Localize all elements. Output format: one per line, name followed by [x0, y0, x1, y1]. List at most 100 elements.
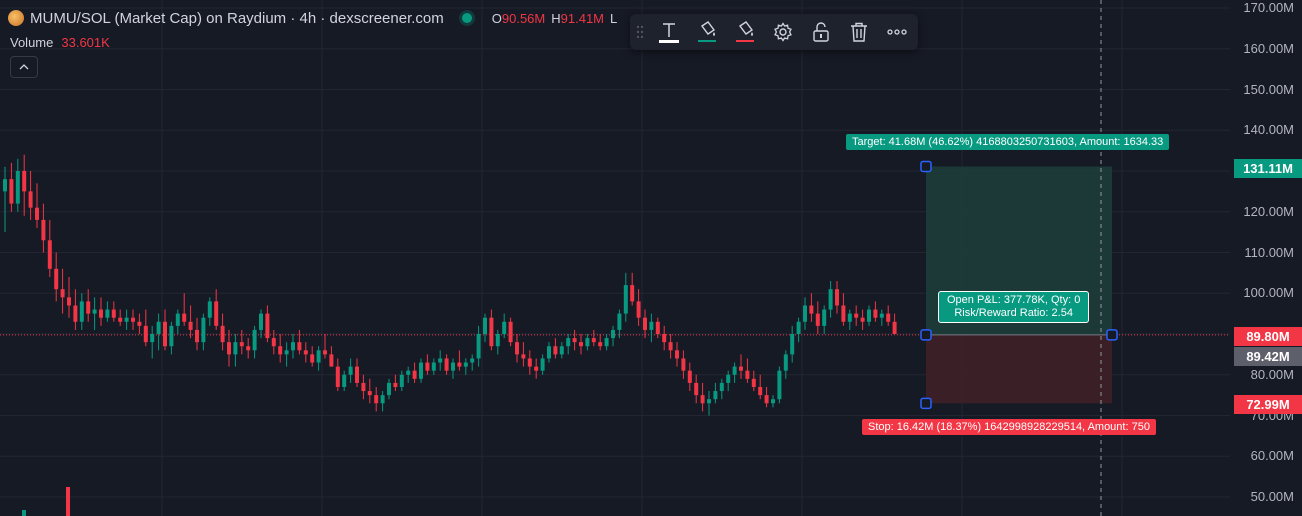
candle: [777, 366, 782, 404]
candle: [892, 313, 897, 334]
candle-body: [822, 309, 827, 326]
fill-bucket-red-icon[interactable]: [726, 14, 764, 50]
candle-body: [265, 313, 270, 339]
candle: [92, 297, 97, 330]
candle-body: [28, 191, 33, 208]
candle: [124, 309, 129, 330]
candle: [521, 342, 526, 367]
candle-body: [431, 362, 436, 371]
candle-body: [585, 338, 590, 347]
market-status-icon[interactable]: [461, 13, 472, 23]
candle: [444, 354, 449, 375]
candle: [182, 293, 187, 326]
candle-body: [303, 350, 308, 355]
candle: [534, 358, 539, 379]
candle-body: [137, 321, 142, 326]
unlock-icon[interactable]: [802, 14, 840, 50]
candle: [579, 334, 583, 355]
candle-body: [35, 207, 39, 220]
candle-body: [495, 334, 500, 347]
text-icon[interactable]: [650, 14, 688, 50]
chevron-up-icon: [19, 64, 29, 70]
candle: [515, 334, 519, 363]
candle: [847, 309, 852, 330]
candle-body: [771, 399, 775, 404]
candle: [451, 358, 455, 379]
candle-body: [598, 342, 603, 347]
candle: [431, 358, 436, 375]
candle: [719, 378, 724, 400]
fill-bucket-green-icon[interactable]: [688, 14, 726, 50]
more-icon[interactable]: [878, 14, 916, 50]
candle: [694, 374, 699, 404]
candle: [636, 289, 641, 326]
candle: [367, 378, 372, 404]
candle: [854, 305, 859, 326]
long-position-tool[interactable]: [920, 160, 1118, 410]
candle: [879, 309, 884, 326]
stop-label: Stop: 16.42M (18.37%) 1642998928229514, …: [862, 419, 1156, 435]
candle: [771, 395, 775, 408]
candle-body: [361, 382, 366, 392]
candle: [118, 309, 123, 326]
candle: [591, 329, 596, 347]
candle: [617, 309, 622, 339]
trash-icon[interactable]: [840, 14, 878, 50]
axis-tick-label: 60.00M: [1250, 448, 1294, 464]
candle-body: [694, 382, 699, 396]
candle-body: [745, 370, 750, 379]
candle-body: [489, 317, 494, 347]
candle: [150, 325, 155, 359]
candle: [137, 313, 142, 334]
candle-body: [99, 309, 103, 318]
candle-body: [195, 329, 199, 343]
candle: [393, 374, 398, 392]
candle: [540, 354, 545, 375]
chart-title: MUMU/SOL (Market Cap) on Raydium · 4h · …: [30, 9, 444, 27]
candle-body: [451, 362, 455, 371]
chart-header: MUMU/SOL (Market Cap) on Raydium · 4h · …: [8, 6, 617, 30]
axis-tick-label: 140.00M: [1243, 122, 1294, 138]
candle: [291, 334, 295, 359]
candle: [822, 305, 827, 334]
volume-label: Volume: [10, 35, 54, 50]
axis-tick-label: 50.00M: [1250, 489, 1294, 504]
candle: [412, 362, 417, 383]
candle: [547, 342, 551, 363]
candles: [3, 154, 897, 416]
candle: [502, 313, 507, 339]
candle: [572, 329, 577, 351]
candle-body: [751, 378, 756, 387]
candle-body: [73, 305, 78, 322]
settings-icon[interactable]: [764, 14, 802, 50]
candle-body: [246, 346, 251, 351]
candle-body: [809, 305, 814, 314]
candle: [99, 297, 103, 326]
candle-body: [739, 366, 743, 371]
candle: [860, 309, 865, 330]
candle-body: [623, 285, 628, 314]
candle-body: [687, 370, 692, 383]
ohlc-high-value: 91.41M: [560, 10, 605, 26]
candle: [483, 313, 487, 343]
candle: [22, 154, 27, 216]
candle-body: [726, 374, 731, 383]
collapse-legend-button[interactable]: [10, 56, 38, 78]
candle: [348, 358, 353, 383]
candle-body: [284, 350, 289, 355]
candle: [643, 309, 647, 339]
drag-grip-icon[interactable]: [630, 14, 650, 50]
drawing-toolbar[interactable]: [630, 14, 918, 50]
candle: [227, 329, 231, 367]
candle: [419, 358, 423, 383]
candle-body: [259, 313, 263, 330]
candle-body: [60, 289, 65, 298]
candle-body: [463, 362, 468, 367]
candle: [278, 334, 283, 363]
candle-body: [655, 321, 660, 334]
candle-body: [201, 317, 206, 343]
candle: [3, 166, 7, 233]
candle-body: [124, 317, 129, 322]
candle-body: [636, 301, 641, 318]
